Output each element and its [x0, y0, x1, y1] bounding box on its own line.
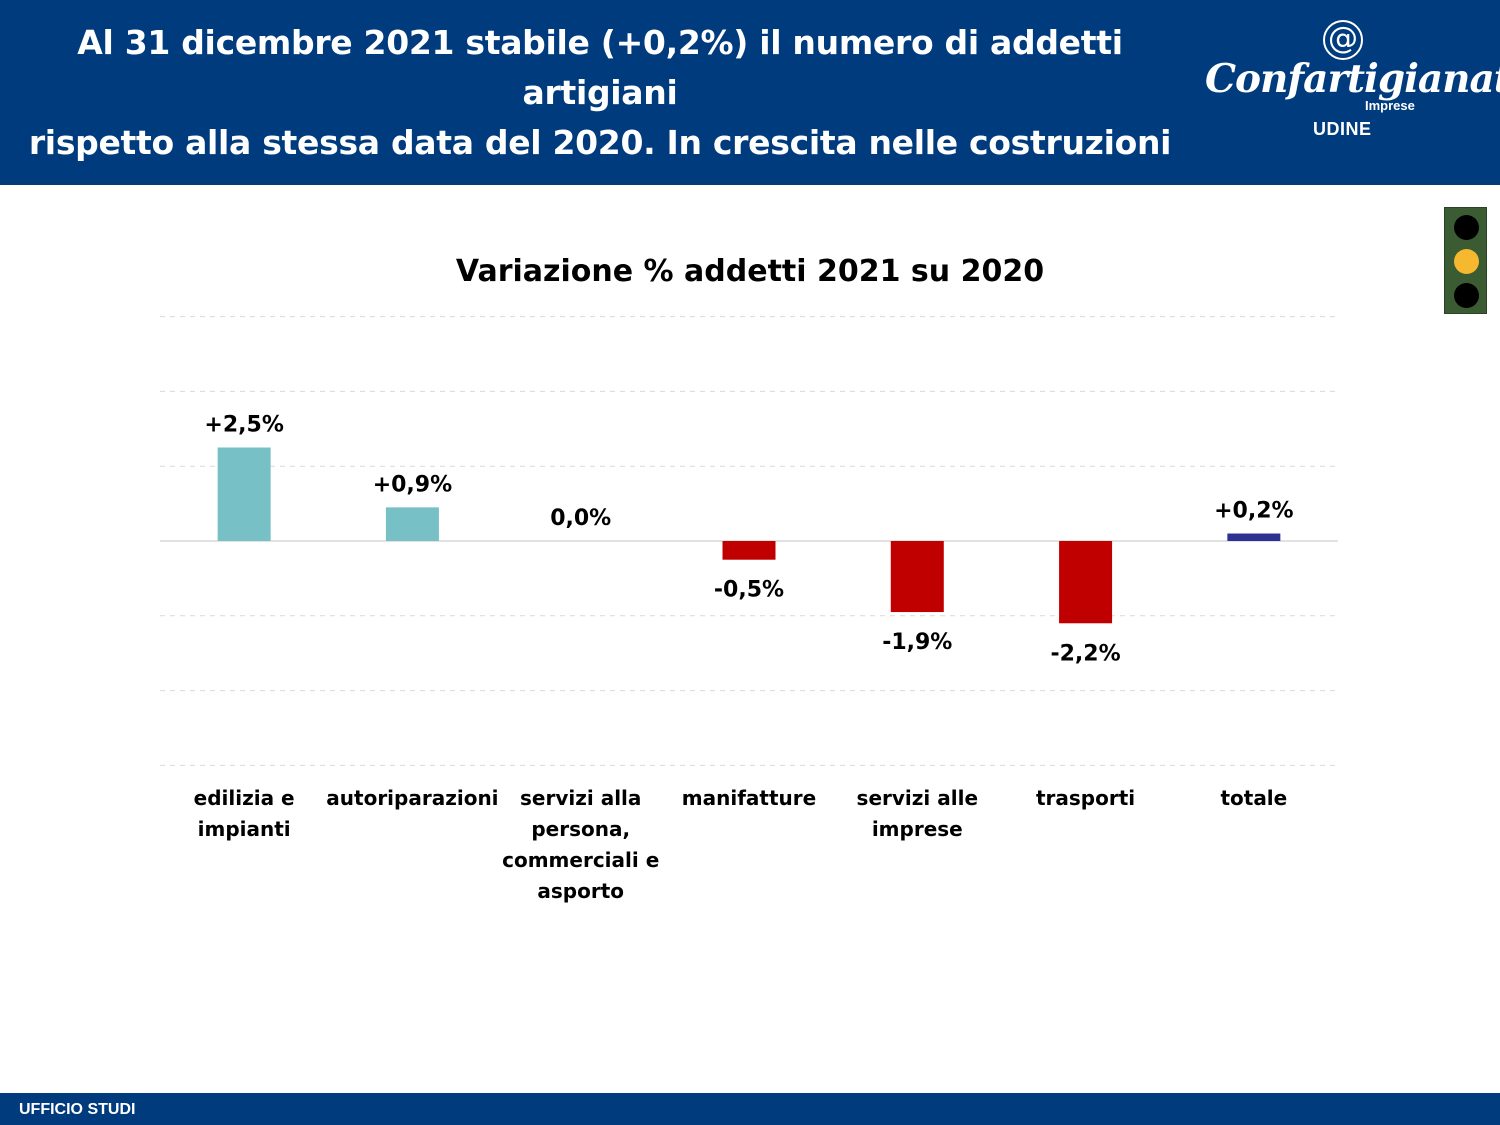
bar — [1227, 533, 1281, 541]
traffic-light-bottom — [1454, 283, 1479, 308]
chart-title: Variazione % addetti 2021 su 2020 — [456, 254, 1044, 289]
category-label: servizi alla — [520, 786, 641, 810]
traffic-light-middle — [1454, 249, 1479, 274]
traffic-light-icon — [1444, 207, 1487, 314]
traffic-light-top — [1454, 215, 1479, 240]
category-label: persona, — [531, 817, 630, 841]
category-label: imprese — [872, 817, 963, 841]
data-label: 0,0% — [550, 506, 611, 531]
confartigianato-logo: @ Confartigianato Imprese UDINE — [1205, 18, 1500, 148]
bar-chart: Variazione % addetti 2021 su 2020 +2,5% e… — [160, 254, 1338, 904]
category-label: totale — [1220, 786, 1287, 810]
headline: Al 31 dicembre 2021 stabile (+0,2%) il n… — [20, 18, 1180, 268]
bar — [385, 507, 439, 541]
headline-line: Al 31 dicembre 2021 stabile (+0,2%) il n… — [77, 23, 1123, 112]
category-label: edilizia e — [194, 786, 295, 810]
data-label: -0,5% — [714, 578, 784, 603]
data-label: +0,2% — [1214, 499, 1293, 524]
footer-label: UFFICIO STUDI — [19, 1101, 136, 1118]
category-label: trasporti — [1036, 786, 1135, 810]
chart-labels: +2,5% edilizia e impianti +0,9% autoriparazi… — [194, 413, 1294, 904]
category-label: commerciali e — [502, 848, 659, 872]
logo-city: UDINE — [1313, 119, 1372, 139]
data-label: +0,9% — [373, 472, 452, 497]
footer-bar: UFFICIO STUDI — [0, 1093, 1500, 1125]
bar — [1059, 541, 1113, 624]
headline-line: autoriparazioni in calo nei servizi alle… — [74, 223, 1126, 262]
category-label: asporto — [537, 879, 624, 903]
bar — [890, 541, 944, 613]
bar — [217, 447, 271, 541]
logo-subtitle: Imprese — [1365, 98, 1415, 113]
category-label: servizi alle — [857, 786, 978, 810]
category-label: manifatture — [682, 786, 816, 810]
bar — [722, 541, 776, 560]
header-banner: Al 31 dicembre 2021 stabile (+0,2%) il n… — [0, 0, 1500, 262]
logo-name: Confartigianato — [1205, 56, 1500, 102]
category-label: impianti — [198, 817, 291, 841]
category-label: autoriparazioni — [326, 786, 498, 810]
headline-line: rispetto alla stessa data del 2020. In c… — [28, 123, 1172, 212]
data-label: -1,9% — [882, 630, 952, 655]
chart-bars — [217, 447, 1281, 624]
data-label: -2,2% — [1050, 641, 1120, 666]
at-sign-icon: @ — [1323, 20, 1363, 60]
data-label: +2,5% — [204, 413, 283, 438]
